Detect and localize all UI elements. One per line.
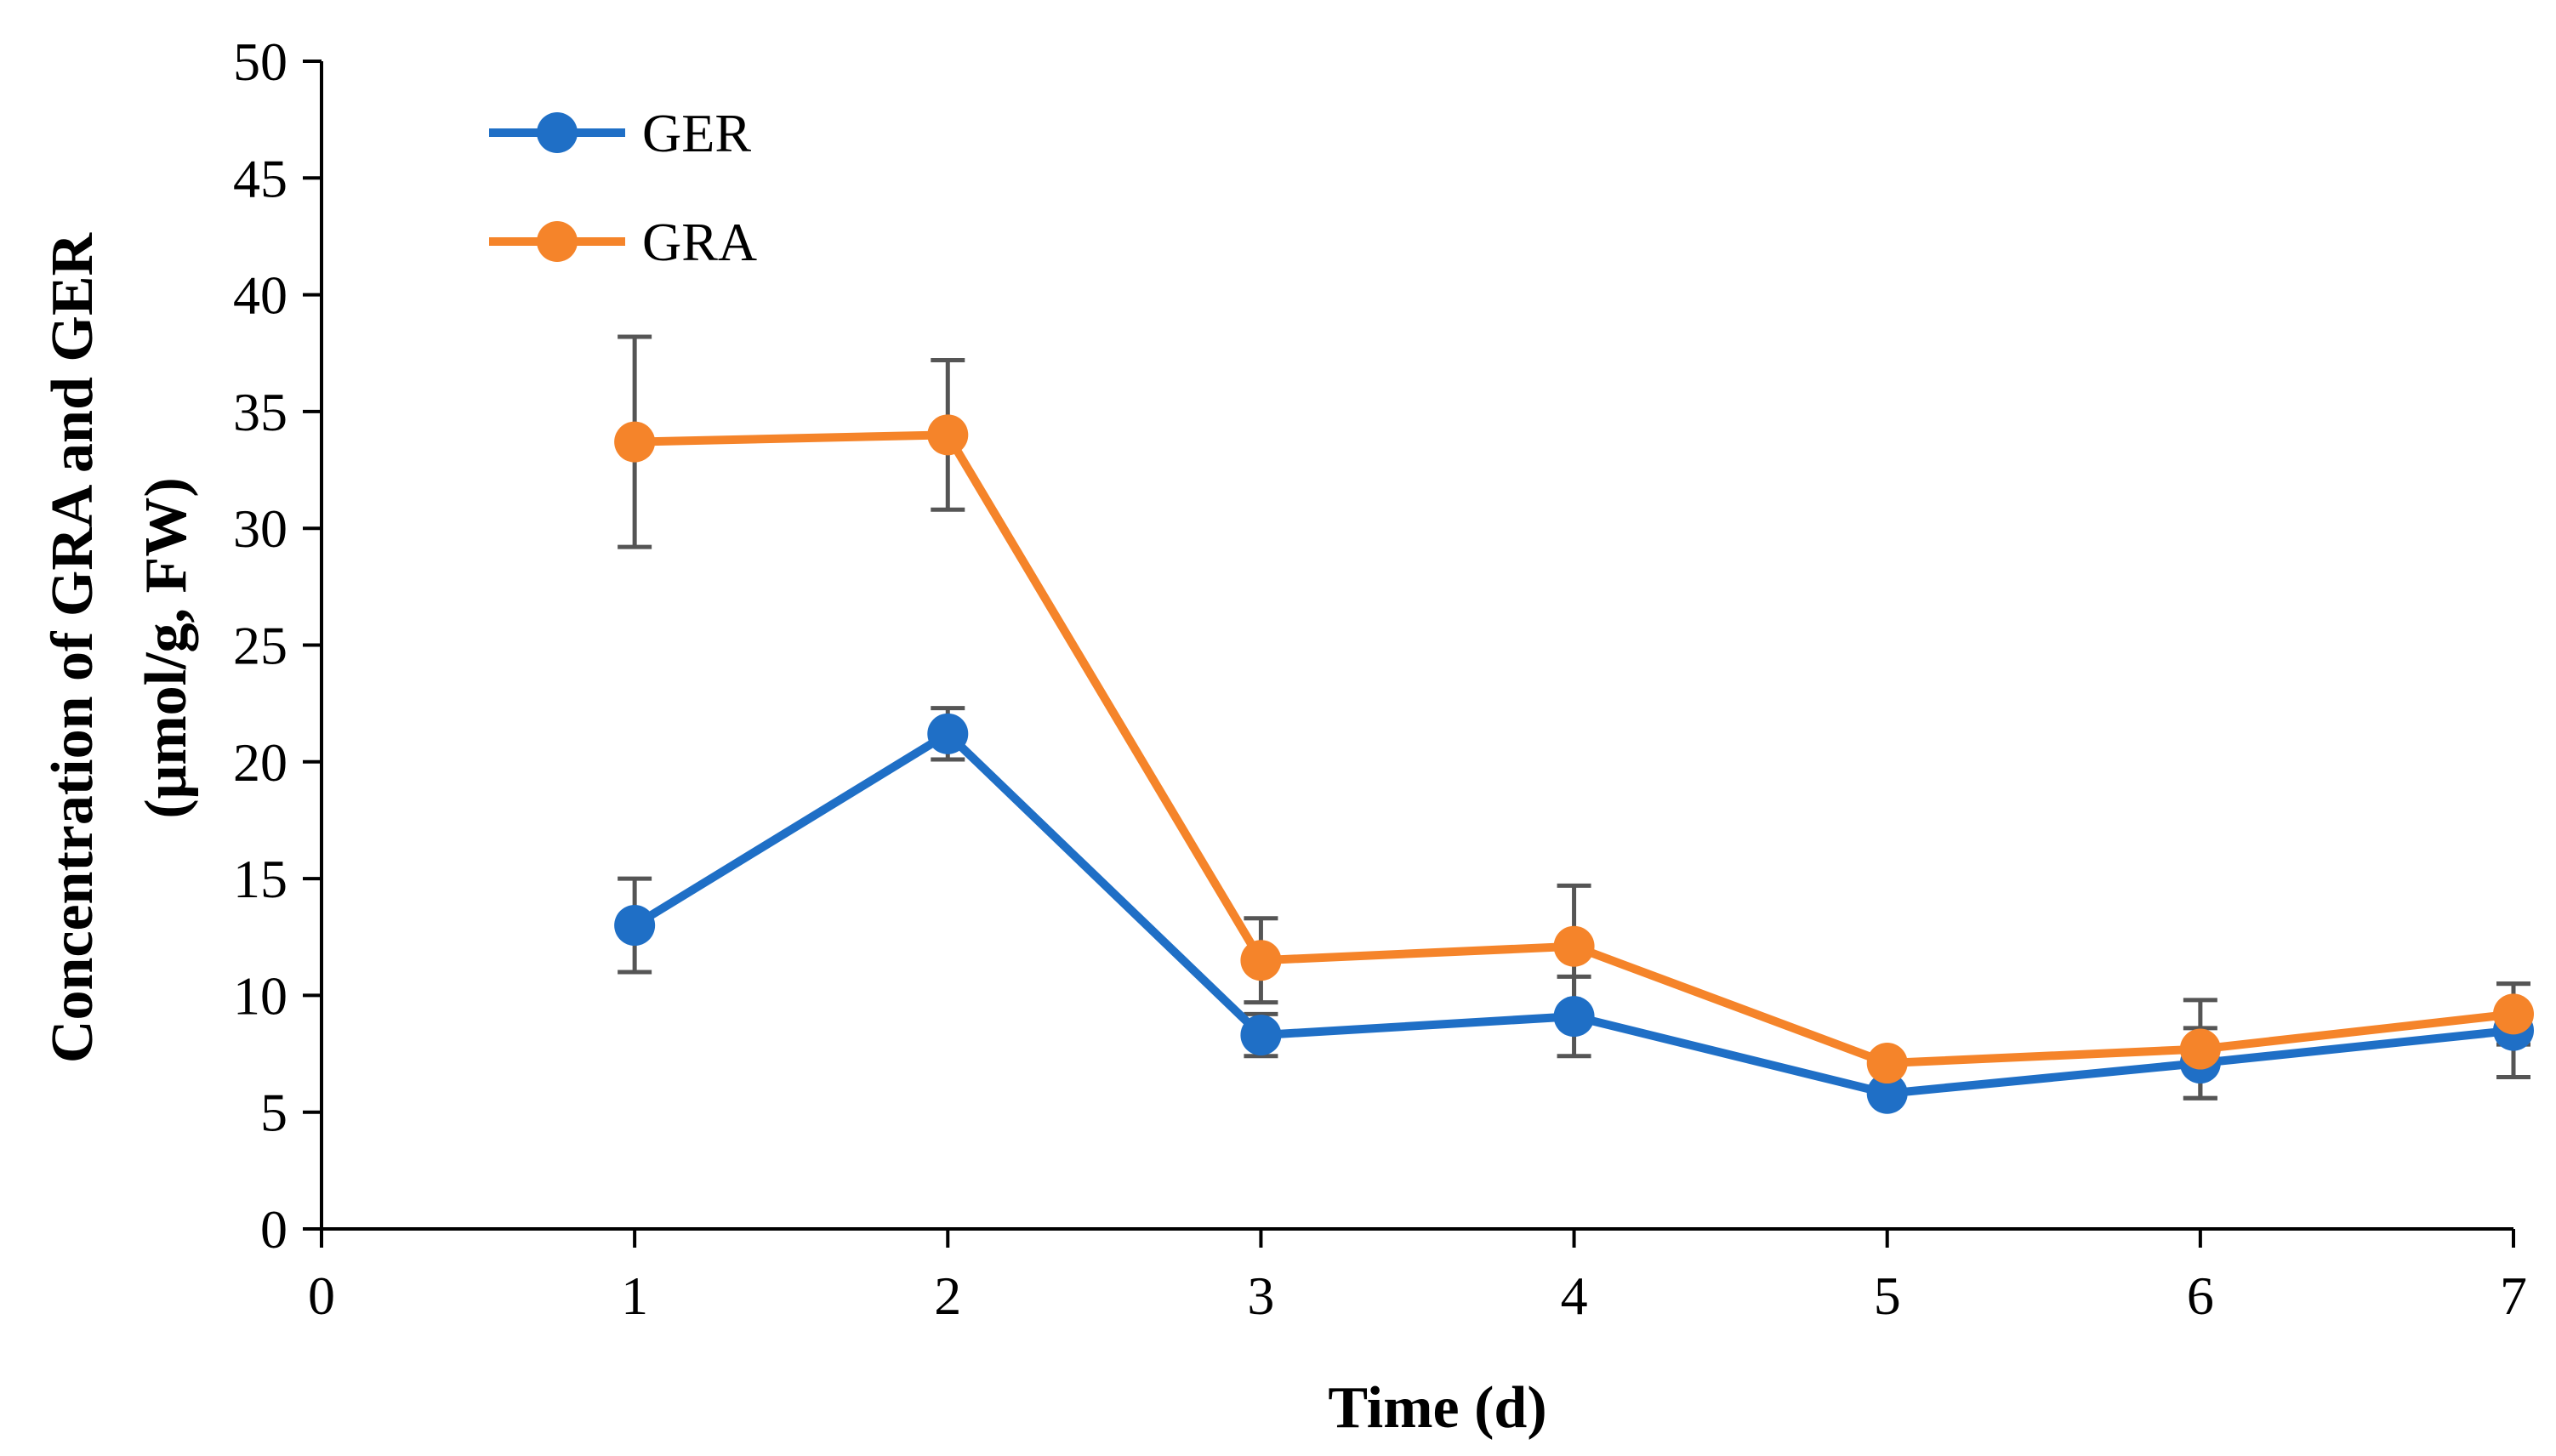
y-tick-label: 45 <box>233 148 287 208</box>
data-point-ger <box>1240 1015 1282 1056</box>
x-tick-label: 1 <box>621 1265 648 1326</box>
y-tick-label: 0 <box>260 1199 287 1260</box>
y-axis-title-line1: Concentration of GRA and GER <box>40 231 105 1063</box>
legend-label: GER <box>642 103 751 163</box>
data-point-ger <box>1866 1072 1908 1114</box>
data-point-gra <box>1240 940 1282 981</box>
data-point-gra <box>614 421 656 463</box>
y-tick-label: 30 <box>233 498 287 559</box>
series-group <box>614 414 2534 1114</box>
data-point-gra <box>927 414 969 456</box>
data-point-ger <box>927 713 969 754</box>
x-axis-title: Time (d) <box>1328 1375 1546 1441</box>
error-bars <box>618 334 2530 1103</box>
y-axis-title-line2: (μmol/g, FW) <box>134 477 199 818</box>
data-point-gra <box>2179 1028 2221 1070</box>
data-point-ger <box>1553 996 1595 1038</box>
data-point-gra <box>2493 993 2534 1035</box>
data-point-gra <box>1553 925 1595 967</box>
y-tick-label: 40 <box>233 265 287 326</box>
data-point-ger <box>614 905 656 947</box>
data-point-gra <box>1866 1043 1908 1084</box>
y-tick-label: 35 <box>233 382 287 442</box>
x-tick-label: 6 <box>2187 1265 2214 1326</box>
legend-item-ger: GER <box>489 103 751 163</box>
y-tick-label: 10 <box>233 965 287 1026</box>
y-tick-label: 5 <box>260 1083 287 1143</box>
x-tick-label: 2 <box>934 1265 961 1326</box>
legend-item-gra: GRA <box>489 212 757 272</box>
x-tick-label: 7 <box>2500 1265 2527 1326</box>
y-tick-label: 25 <box>233 616 287 676</box>
legend: GER GRA <box>489 103 757 272</box>
x-tick-label: 5 <box>1874 1265 1901 1326</box>
legend-label: GRA <box>642 212 757 272</box>
y-tick-label: 50 <box>233 31 287 92</box>
y-tick-label: 20 <box>233 732 287 793</box>
y-tick-label: 15 <box>233 849 287 909</box>
x-tick-label: 4 <box>1561 1265 1588 1326</box>
x-tick-label: 3 <box>1247 1265 1274 1326</box>
x-tick-label: 0 <box>308 1265 335 1326</box>
